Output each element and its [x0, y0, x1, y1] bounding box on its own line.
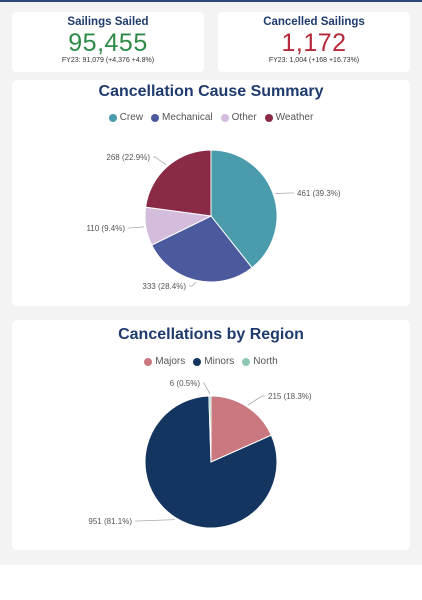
chart-title: Cancellations by Region — [118, 326, 304, 343]
data-label-north: 6 (0.5%) — [170, 379, 201, 388]
pie-slice-weather[interactable] — [145, 149, 212, 217]
legend-label: Mechanical — [162, 112, 213, 123]
data-label-minors: 951 (81.1%) — [88, 517, 132, 526]
kpi-subtext: FY23: 91,079 (+4,376 +4.8%) — [61, 57, 155, 64]
legend-label: North — [253, 356, 278, 367]
pie-slice-crew[interactable] — [210, 149, 278, 269]
pie-chart-region: 215 (18.3%) 951 (81.1%) 6 (0.5%) — [88, 379, 312, 529]
pie-slice-minors[interactable] — [144, 395, 278, 529]
legend-swatch — [144, 357, 153, 366]
leader-line — [247, 395, 265, 406]
leader-line — [275, 192, 294, 195]
legend-swatch — [264, 113, 273, 122]
pie-slice-mechanical[interactable] — [151, 215, 253, 283]
legend-item-mechanical[interactable]: Mechanical — [151, 112, 213, 123]
leader-line — [189, 282, 197, 287]
legend-swatch — [108, 113, 117, 122]
data-label-crew: 461 (39.3%) — [297, 189, 341, 198]
leader-line — [128, 226, 144, 229]
data-label-weather: 268 (22.9%) — [106, 153, 150, 162]
data-label-mechanical: 333 (28.4%) — [142, 282, 186, 291]
legend-item-majors[interactable]: Majors — [144, 356, 185, 367]
legend-item-minors[interactable]: Minors — [193, 356, 234, 367]
kpi-title: Sailings Sailed — [67, 16, 149, 28]
chart-title: Cancellation Cause Summary — [98, 83, 324, 100]
leader-line — [135, 519, 175, 522]
pie-chart-cause: 461 (39.3%) 333 (28.4%) 110 (9.4%) 268 (22.… — [86, 149, 341, 291]
kpi-card-sailings-sailed: Sailings Sailed 95,455 FY23: 91,079 (+4,… — [12, 12, 204, 72]
legend-swatch — [220, 113, 229, 122]
legend-item-north[interactable]: North — [242, 356, 278, 367]
legend-item-crew[interactable]: Crew — [108, 112, 144, 123]
legend-swatch — [193, 357, 202, 366]
chart-legend: Crew Mechanical Other Weather — [12, 112, 410, 123]
chart-card-cause: Cancellation Cause Summary Crew Mechanica… — [12, 80, 410, 306]
pie-slice-majors[interactable] — [210, 395, 272, 463]
data-label-majors: 215 (18.3%) — [268, 392, 312, 401]
data-label-other: 110 (9.4%) — [86, 224, 125, 233]
legend-item-weather[interactable]: Weather — [264, 112, 314, 123]
legend-swatch — [151, 113, 160, 122]
legend-label: Minors — [204, 356, 235, 367]
kpi-title: Cancelled Sailings — [263, 16, 365, 28]
top-accent-line — [0, 0, 422, 2]
kpi-area: Sailings Sailed 95,455 FY23: 91,079 (+4,… — [0, 2, 422, 78]
kpi-card-cancelled-sailings: Cancelled Sailings 1,172 FY23: 1,004 (+1… — [218, 12, 410, 72]
kpi-subtext: FY23: 1,004 (+168 +16.73%) — [268, 57, 360, 64]
legend-label: Weather — [275, 112, 314, 123]
pie-slice-north[interactable] — [208, 395, 212, 463]
chart-card-region: Cancellations by Region Majors Minors Nort… — [12, 320, 410, 550]
kpi-value: 95,455 — [68, 29, 148, 57]
legend-label: Other — [231, 112, 257, 123]
legend-item-other[interactable]: Other — [220, 112, 257, 123]
leader-line — [203, 382, 211, 395]
legend-swatch — [242, 357, 251, 366]
chart-legend: Majors Minors North — [12, 356, 410, 367]
legend-label: Majors — [155, 356, 186, 367]
kpi-value: 1,172 — [281, 29, 347, 57]
legend-label: Crew — [119, 112, 144, 123]
leader-line — [153, 156, 167, 166]
